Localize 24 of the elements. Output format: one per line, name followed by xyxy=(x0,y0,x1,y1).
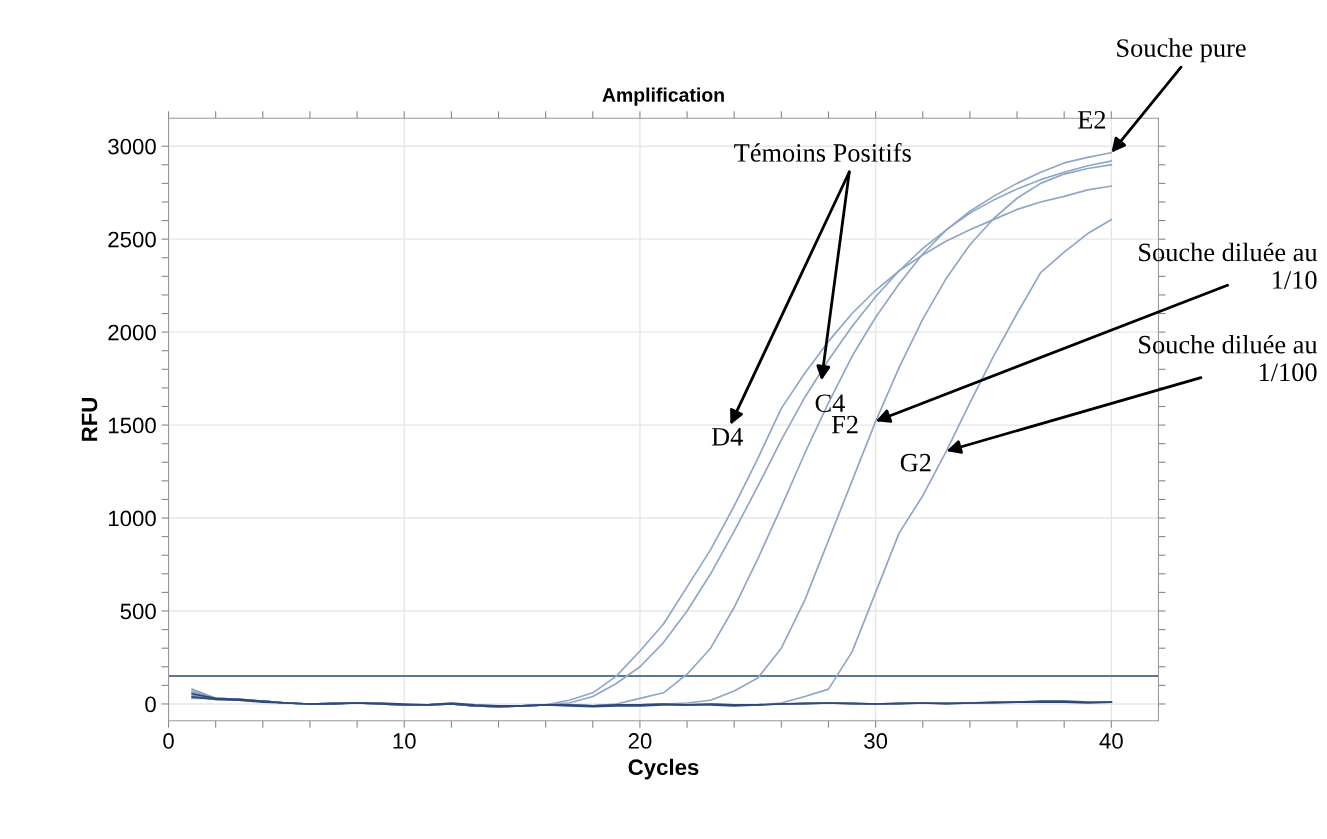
y-tick-label: 2000 xyxy=(108,324,156,341)
y-tick-label: 2500 xyxy=(108,231,156,248)
y-tick-label: 0 xyxy=(145,696,156,713)
series-label: C4 xyxy=(815,394,845,413)
x-axis-title: Cycles xyxy=(628,758,699,780)
x-tick-label: 40 xyxy=(1099,733,1123,749)
chart-title: Amplification xyxy=(602,87,724,106)
y-tick-label: 3000 xyxy=(108,138,156,155)
y-tick-label: 1500 xyxy=(108,417,156,434)
x-tick-label: 0 xyxy=(163,733,174,749)
series-label: E2 xyxy=(1077,111,1106,129)
y-tick-label: 1000 xyxy=(108,510,156,527)
annotation: Souche diluée au 1/100 xyxy=(1139,334,1318,382)
y-tick-label: 500 xyxy=(120,603,156,620)
annotation: Souche pure xyxy=(1117,38,1246,63)
x-tick-label: 30 xyxy=(864,733,888,749)
y-axis-title: RFU xyxy=(81,398,98,441)
series-label: F2 xyxy=(831,415,858,434)
annotation: Témoins Positifs xyxy=(734,142,911,162)
x-tick-label: 10 xyxy=(393,733,416,749)
series-label: G2 xyxy=(900,453,931,472)
x-tick-label: 20 xyxy=(628,733,652,749)
annotation: Souche diluée au 1/10 xyxy=(1139,242,1318,289)
series-label: D4 xyxy=(711,428,743,446)
